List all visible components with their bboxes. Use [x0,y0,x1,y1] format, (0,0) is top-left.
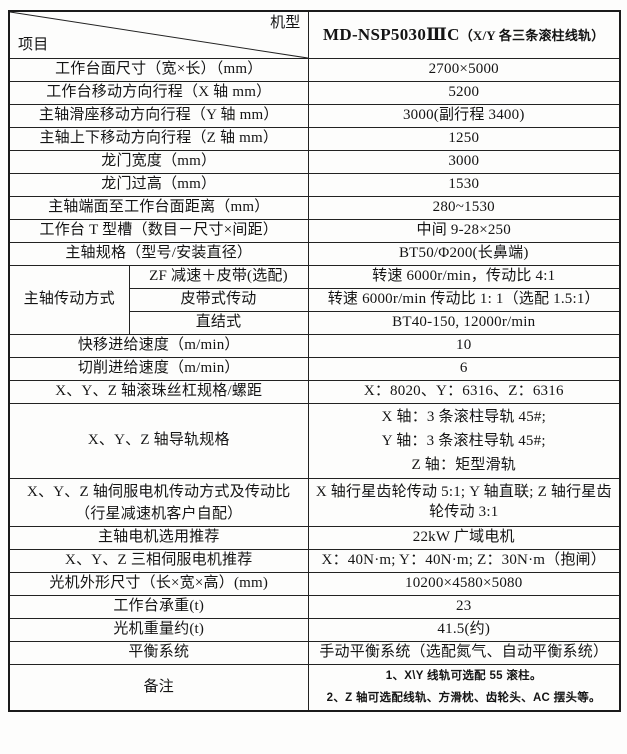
spec-label-cell: 光机外形尺寸（长×宽×高）(mm) [8,572,309,596]
spec-value-cell: X 轴行星齿轮传动 5:1; Y 轴直联; Z 轴行星齿轮传动 3:1 [307,478,621,527]
spec-value-cell: 23 [307,595,621,619]
header-corner-wrap: 机型 项目 [10,12,308,58]
spec-label-cell: 平衡系统 [8,641,309,665]
spec-value-cell: 转速 6000r/min，传动比 4:1 [307,265,621,289]
row-y-travel: 主轴滑座移动方向行程（Y 轴 mm） 3000(副行程 3400) [8,104,621,128]
row-gantry-height: 龙门过高（mm） 1530 [8,173,621,197]
spec-value-cell: X：8020、Y：6316、Z：6316 [307,380,621,404]
row-spindle-drive-direct: 直结式 BT40-150, 12000r/min [9,311,621,335]
remark-line-1: 1、X\Y 线轨可选配 55 滚柱。 [385,669,542,682]
spec-value-cell: 10200×4580×5080 [307,572,621,596]
row-spindle-drive-belt: 皮带式传动 转速 6000r/min 传动比 1: 1（选配 1.5:1） [9,288,621,312]
spec-label-cell: X、Y、Z 轴滚珠丝杠规格/螺距 [8,380,309,404]
spec-value-cell: 3000 [307,150,621,174]
spec-label-cell: 快移进给速度（m/min） [8,334,309,358]
remarks-value-cell: 1、X\Y 线轨可选配 55 滚柱。 2、Z 轴可选配线轨、方滑枕、齿轮头、AC… [307,664,621,711]
spec-sublabel-cell: ZF 减速＋皮带(选配) [128,265,309,289]
row-z-travel: 主轴上下移动方向行程（Z 轴 mm） 1250 [8,127,621,151]
row-spindle-to-table: 主轴端面至工作台面距离（mm） 280~1530 [8,196,621,220]
spec-value-cell: 22kW 广域电机 [307,526,621,550]
spec-value-cell: 3000(副行程 3400) [307,104,621,128]
servo-label-line2: （行星减速机客户自配） [75,505,243,522]
spec-value-cell: 2700×5000 [307,58,621,82]
model-name: MD-NSP5030ⅢC [323,24,460,44]
row-table-load: 工作台承重(t) 23 [8,595,621,619]
row-remarks: 备注 1、X\Y 线轨可选配 55 滚柱。 2、Z 轴可选配线轨、方滑枕、齿轮头… [8,664,621,711]
spec-label-cell: 主轴规格（型号/安装直径） [8,242,309,266]
spec-value-cell: 41.5(约) [307,618,621,642]
guide-rail-z-line: Z 轴：矩型滑轨 [411,457,516,473]
spec-label-cell: 切削进给速度（m/min） [8,357,309,381]
header-corner-cell: 机型 项目 [8,10,309,59]
spec-label-cell: 工作台 T 型槽（数目－尺寸×间距） [8,219,309,243]
header-row: 机型 项目 MD-NSP5030ⅢC（X/Y 各三条滚柱线轨） [8,10,621,59]
row-guide-rail-spec: X、Y、Z 轴导轨规格 X 轴：3 条滚柱导轨 45#; Y 轴：3 条滚柱导轨… [8,403,621,479]
corner-label-model: 机型 [270,15,301,31]
spec-value-cell: X：40N·m; Y：40N·m; Z：30N·m（抱闸） [307,549,621,573]
row-machine-dimensions: 光机外形尺寸（长×宽×高）(mm) 10200×4580×5080 [8,572,621,596]
spec-value-cell: 转速 6000r/min 传动比 1: 1（选配 1.5:1） [307,288,621,312]
remark-line-2: 2、Z 轴可选配线轨、方滑枕、齿轮头、AC 摆头等。 [326,692,601,705]
row-worktable-size: 工作台面尺寸（宽×长）（mm） 2700×5000 [8,58,621,82]
spec-label-cell: 工作台移动方向行程（X 轴 mm） [8,81,309,105]
spec-label-cell: 主轴端面至工作台面距离（mm） [8,196,309,220]
spec-value-cell: BT40-150, 12000r/min [307,311,621,335]
spec-label-cell: 主轴电机选用推荐 [8,526,309,550]
remarks-label-cell: 备注 [8,664,309,711]
guide-rail-x-line: X 轴：3 条滚柱导轨 45#; [381,409,546,425]
row-spindle-drive-zf: 主轴传动方式 ZF 减速＋皮带(选配) 转速 6000r/min，传动比 4:1 [8,265,621,335]
spindle-drive-group-cell: 主轴传动方式 [8,265,130,335]
spec-label-cell: 龙门过高（mm） [8,173,309,197]
row-t-slot: 工作台 T 型槽（数目－尺寸×间距） 中间 9-28×250 [8,219,621,243]
spec-value-cell: X 轴：3 条滚柱导轨 45#; Y 轴：3 条滚柱导轨 45#; Z 轴：矩型… [307,403,621,479]
spec-label-cell: X、Y、Z 轴伺服电机传动方式及传动比 （行星减速机客户自配） [8,478,309,527]
model-subtitle: （X/Y 各三条滚柱线轨） [459,27,605,43]
spec-value-cell: 10 [307,334,621,358]
row-balance-system: 平衡系统 手动平衡系统（选配氮气、自动平衡系统） [8,641,621,665]
spec-value-cell: 1530 [307,173,621,197]
spec-label-cell: 工作台面尺寸（宽×长）（mm） [8,58,309,82]
spec-sublabel-cell: 直结式 [128,311,309,335]
row-x-travel: 工作台移动方向行程（X 轴 mm） 5200 [8,81,621,105]
row-servo-drive-ratio: X、Y、Z 轴伺服电机传动方式及传动比 （行星减速机客户自配） X 轴行星齿轮传… [8,478,621,527]
spec-value-cell: 6 [307,357,621,381]
spec-label-cell: 龙门宽度（mm） [8,150,309,174]
row-ballscrew-spec: X、Y、Z 轴滚珠丝杠规格/螺距 X：8020、Y：6316、Z：6316 [8,380,621,404]
diagonal-divider-line [10,12,308,58]
machine-spec-table: 机型 项目 MD-NSP5030ⅢC（X/Y 各三条滚柱线轨） 工作台面尺寸（宽… [8,10,621,712]
spec-label-cell: 光机重量约(t) [8,618,309,642]
guide-rail-y-line: Y 轴：3 条滚柱导轨 45#; [381,433,546,449]
spec-value-cell: 5200 [307,81,621,105]
spec-value-cell: 280~1530 [307,196,621,220]
row-machine-weight: 光机重量约(t) 41.5(约) [8,618,621,642]
corner-label-item: 项目 [18,36,49,53]
row-servo-motor: X、Y、Z 三相伺服电机推荐 X：40N·m; Y：40N·m; Z：30N·m… [8,549,621,573]
model-header-cell: MD-NSP5030ⅢC（X/Y 各三条滚柱线轨） [307,10,621,59]
spec-label-cell: X、Y、Z 三相伺服电机推荐 [8,549,309,573]
spec-label-cell: X、Y、Z 轴导轨规格 [8,403,309,479]
spec-value-cell: BT50/Φ200(长鼻端) [307,242,621,266]
row-gantry-width: 龙门宽度（mm） 3000 [8,150,621,174]
spec-sublabel-cell: 皮带式传动 [128,288,309,312]
row-spindle-spec: 主轴规格（型号/安装直径） BT50/Φ200(长鼻端) [8,242,621,266]
spec-label-cell: 主轴上下移动方向行程（Z 轴 mm） [8,127,309,151]
row-rapid-feed: 快移进给速度（m/min） 10 [8,334,621,358]
row-spindle-motor: 主轴电机选用推荐 22kW 广域电机 [8,526,621,550]
servo-label-line1: X、Y、Z 轴伺服电机传动方式及传动比 [27,483,291,500]
row-cutting-feed: 切削进给速度（m/min） 6 [8,357,621,381]
spec-label-cell: 工作台承重(t) [8,595,309,619]
spec-label-cell: 主轴滑座移动方向行程（Y 轴 mm） [8,104,309,128]
spec-value-cell: 手动平衡系统（选配氮气、自动平衡系统） [307,641,621,665]
spec-value-cell: 中间 9-28×250 [307,219,621,243]
spec-value-cell: 1250 [307,127,621,151]
